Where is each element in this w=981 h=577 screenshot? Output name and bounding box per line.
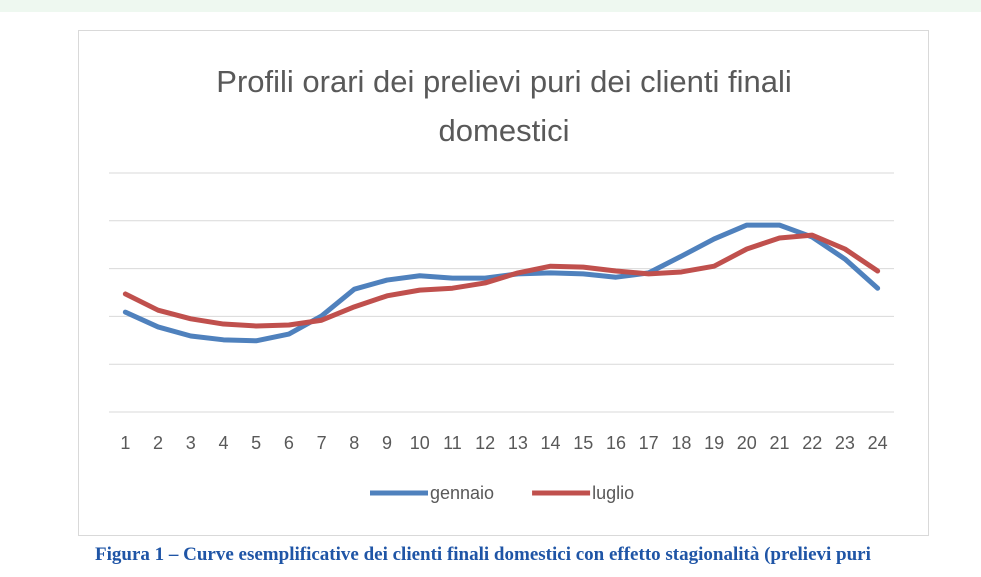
caption: Figura 1 – Curve esemplificative dei cli… — [95, 544, 871, 565]
x-tick-label: 12 — [475, 433, 495, 453]
x-tick-label: 5 — [251, 433, 261, 453]
x-tick-label: 14 — [541, 433, 561, 453]
legend-label: luglio — [592, 483, 634, 503]
chart-title: Profili orari dei prelievi puri dei clie… — [216, 64, 792, 148]
x-tick-label: 11 — [443, 433, 462, 453]
x-tick-label: 2 — [153, 433, 163, 453]
x-tick-label: 22 — [802, 433, 822, 453]
x-tick-label: 20 — [737, 433, 757, 453]
x-tick-label: 24 — [868, 433, 888, 453]
x-tick-label: 17 — [639, 433, 659, 453]
x-tick-label: 15 — [573, 433, 593, 453]
chart-box: Profili orari dei prelievi puri dei clie… — [78, 30, 929, 536]
x-tick-label: 18 — [671, 433, 691, 453]
x-tick-label: 9 — [382, 433, 392, 453]
x-tick-label: 6 — [284, 433, 294, 453]
x-tick-label: 1 — [120, 433, 130, 453]
x-tick-label: 13 — [508, 433, 528, 453]
x-tick-label: 7 — [317, 433, 327, 453]
series-line — [122, 232, 881, 329]
chart: 1 2 3 4 5 6 7 8 9 10 11 12 13 14 15 16 17 18 19 20 21 22 23 24g… — [109, 172, 894, 503]
x-tick-label: 4 — [218, 433, 228, 453]
x-tick-label: 3 — [186, 433, 196, 453]
x-tick-label: 23 — [835, 433, 855, 453]
top-strip — [0, 0, 981, 12]
x-tick-label: 21 — [770, 433, 790, 453]
x-tick-label: 16 — [606, 433, 626, 453]
x-tick-label: 10 — [410, 433, 430, 453]
x-tick-label: 19 — [704, 433, 724, 453]
x-tick-label: 8 — [349, 433, 359, 453]
legend-label: gennaio — [430, 483, 494, 503]
